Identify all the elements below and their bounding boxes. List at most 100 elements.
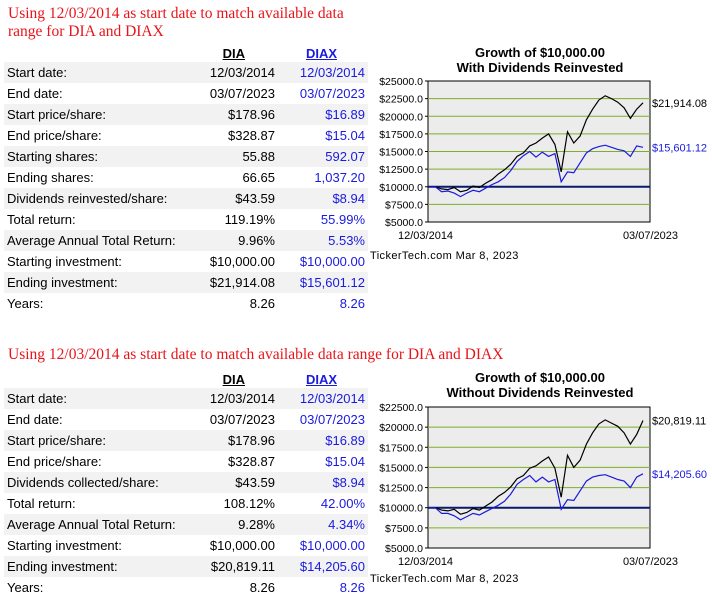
dia-value: 03/07/2023 bbox=[209, 86, 275, 101]
y-tick-label: $25000.0 bbox=[379, 76, 423, 88]
table-row: End date: 03/07/2023 03/07/2023 bbox=[4, 409, 368, 430]
chart-title: Growth of $10,000.00 Without Dividends R… bbox=[430, 370, 650, 400]
table-row: Starting investment: $10,000.00 $10,000.00 bbox=[4, 251, 368, 272]
series-end-label-dia: $21,914.08 bbox=[652, 98, 707, 110]
table-header-row: DIA DIAX bbox=[4, 370, 368, 388]
column-header-diax: DIAX bbox=[305, 371, 337, 387]
dia-value: 8.26 bbox=[249, 580, 275, 595]
diax-value: $10,000.00 bbox=[299, 254, 365, 269]
row-label: Start date: bbox=[4, 388, 196, 409]
dia-value: $43.59 bbox=[196, 188, 278, 209]
row-label: End date: bbox=[7, 86, 63, 101]
dia-value: $21,914.08 bbox=[196, 272, 278, 293]
diax-value: $15.04 bbox=[325, 454, 365, 469]
row-label: End price/share: bbox=[7, 454, 102, 469]
row-label: Starting investment: bbox=[7, 538, 122, 553]
dia-value: 12/03/2014 bbox=[196, 62, 278, 83]
table-row: Ending shares: 66.65 1,037.20 bbox=[4, 167, 368, 188]
y-tick-label: $15000.0 bbox=[379, 147, 423, 159]
dia-value: 9.96% bbox=[196, 230, 278, 251]
y-tick-label: $15000.0 bbox=[379, 462, 423, 474]
growth-chart-with-dividends: $25000.0 $22500.0 $20000.0 $17500.0 $15000.0… bbox=[379, 76, 707, 242]
table-row: Years: 8.26 8.26 bbox=[4, 293, 368, 314]
row-label: Starting shares: bbox=[4, 146, 196, 167]
row-label: Start price/share: bbox=[4, 430, 196, 451]
header-spacer bbox=[4, 44, 196, 62]
series-line-diax bbox=[429, 473, 644, 521]
diax-value: $14,205.60 bbox=[278, 556, 368, 577]
row-label: Years: bbox=[7, 580, 44, 595]
row-label: Average Annual Total Return: bbox=[4, 514, 196, 535]
y-tick-label: $10000.0 bbox=[379, 182, 423, 194]
dia-value: 108.12% bbox=[223, 496, 275, 511]
dia-value: 119.19% bbox=[224, 212, 275, 227]
row-label: Years: bbox=[7, 296, 44, 311]
section-without-dividends: Using 12/03/2014 as start date to match … bbox=[0, 344, 712, 602]
table-header-row: DIA DIAX bbox=[4, 44, 368, 62]
section-heading: Using 12/03/2014 as start date to match … bbox=[8, 5, 344, 40]
table-row: Dividends reinvested/share: $43.59 $8.94 bbox=[4, 188, 368, 209]
column-header-dia: DIA bbox=[222, 371, 245, 387]
column-header-diax: DIAX bbox=[305, 45, 337, 61]
x-tick-label: 03/07/2023 bbox=[623, 230, 678, 242]
section-heading: Using 12/03/2014 as start date to match … bbox=[8, 346, 504, 363]
dia-value: 66.65 bbox=[242, 170, 275, 185]
stats-table: DIA DIAX Start date: 12/03/2014 12/03/2014… bbox=[4, 370, 368, 598]
table-row: End price/share: $328.87 $15.04 bbox=[4, 125, 368, 146]
diax-value: 5.53% bbox=[278, 230, 368, 251]
diax-value: 8.26 bbox=[339, 580, 365, 595]
table-row: Starting investment: $10,000.00 $10,000.00 bbox=[4, 535, 368, 556]
row-label: Ending shares: bbox=[7, 170, 94, 185]
table-row: End date: 03/07/2023 03/07/2023 bbox=[4, 83, 368, 104]
y-tick-label: $7500.0 bbox=[385, 523, 423, 535]
dia-value: 8.26 bbox=[249, 296, 275, 311]
dia-value: $43.59 bbox=[196, 472, 278, 493]
chart-title-line-2: With Dividends Reinvested bbox=[456, 60, 624, 75]
diax-value: $15.04 bbox=[325, 128, 365, 143]
y-tick-label: $10000.0 bbox=[379, 503, 423, 515]
dia-value: 03/07/2023 bbox=[209, 412, 275, 427]
growth-chart-without-dividends: $22500.0 $20000.0 $17500.0 $15000.0 $12500.0… bbox=[379, 402, 707, 568]
chart-title-line-2: Without Dividends Reinvested bbox=[446, 385, 634, 400]
table-row: Start date: 12/03/2014 12/03/2014 bbox=[4, 62, 368, 83]
y-tick-label: $5000.0 bbox=[385, 217, 423, 229]
diax-value: 03/07/2023 bbox=[299, 412, 365, 427]
diax-value: 55.99% bbox=[320, 212, 365, 227]
diax-value: $8.94 bbox=[278, 472, 368, 493]
dia-value: $178.96 bbox=[196, 104, 278, 125]
table-row: Ending investment: $21,914.08 $15,601.12 bbox=[4, 272, 368, 293]
diax-value: 42.00% bbox=[320, 496, 365, 511]
diax-value: 1,037.20 bbox=[314, 170, 365, 185]
diax-value: $16.89 bbox=[278, 430, 368, 451]
y-tick-label: $12500.0 bbox=[379, 164, 423, 176]
y-tick-label: $20000.0 bbox=[379, 111, 423, 123]
table-row: Total return: 108.12% 42.00% bbox=[4, 493, 368, 514]
chart-credit: TickerTech.com Mar 8, 2023 bbox=[370, 573, 519, 585]
diax-value: $15,601.12 bbox=[278, 272, 368, 293]
row-label: Total return: bbox=[7, 496, 76, 511]
table-row: Average Annual Total Return: 9.96% 5.53% bbox=[4, 230, 368, 251]
dia-value: $328.87 bbox=[228, 128, 275, 143]
row-label: Ending investment: bbox=[4, 556, 196, 577]
chart-title-line-1: Growth of $10,000.00 bbox=[474, 45, 606, 60]
table-row: Total return: 119.19% 55.99% bbox=[4, 209, 368, 230]
diax-value: 12/03/2014 bbox=[278, 388, 368, 409]
chart-title: Growth of $10,000.00 With Dividends Rein… bbox=[430, 45, 650, 75]
diax-value: 8.26 bbox=[339, 296, 365, 311]
x-tick-label: 12/03/2014 bbox=[398, 230, 453, 242]
chart-title-line-1: Growth of $10,000.00 bbox=[474, 370, 606, 385]
diax-value: $10,000.00 bbox=[299, 538, 365, 553]
table-row: Starting shares: 55.88 592.07 bbox=[4, 146, 368, 167]
row-label: Total return: bbox=[7, 212, 76, 227]
column-header-dia: DIA bbox=[222, 45, 245, 61]
table-row: Average Annual Total Return: 9.28% 4.34% bbox=[4, 514, 368, 535]
dia-value: 9.28% bbox=[196, 514, 278, 535]
row-label: End price/share: bbox=[7, 128, 102, 143]
table-row: Start date: 12/03/2014 12/03/2014 bbox=[4, 388, 368, 409]
series-end-label-diax: $15,601.12 bbox=[652, 142, 707, 154]
table-row: Years: 8.26 8.26 bbox=[4, 577, 368, 598]
y-tick-label: $17500.0 bbox=[379, 129, 423, 141]
header-spacer bbox=[4, 370, 196, 388]
row-label: Starting investment: bbox=[7, 254, 122, 269]
dia-value: $10,000.00 bbox=[209, 538, 275, 553]
